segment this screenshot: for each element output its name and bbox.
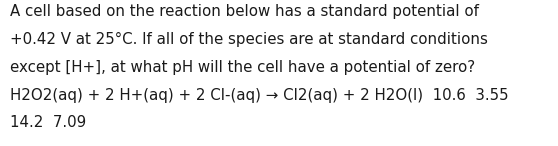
- Text: H2O2(aq) + 2 H+(aq) + 2 Cl-(aq) → Cl2(aq) + 2 H2O(l)  10.6  3.55: H2O2(aq) + 2 H+(aq) + 2 Cl-(aq) → Cl2(aq…: [10, 88, 509, 103]
- Text: +0.42 V at 25°C. If all of the species are at standard conditions: +0.42 V at 25°C. If all of the species a…: [10, 32, 488, 47]
- Text: A cell based on the reaction below has a standard potential of: A cell based on the reaction below has a…: [10, 4, 479, 19]
- Text: except [H+], at what pH will the cell have a potential of zero?: except [H+], at what pH will the cell ha…: [10, 60, 475, 75]
- Text: 14.2  7.09: 14.2 7.09: [10, 115, 86, 130]
